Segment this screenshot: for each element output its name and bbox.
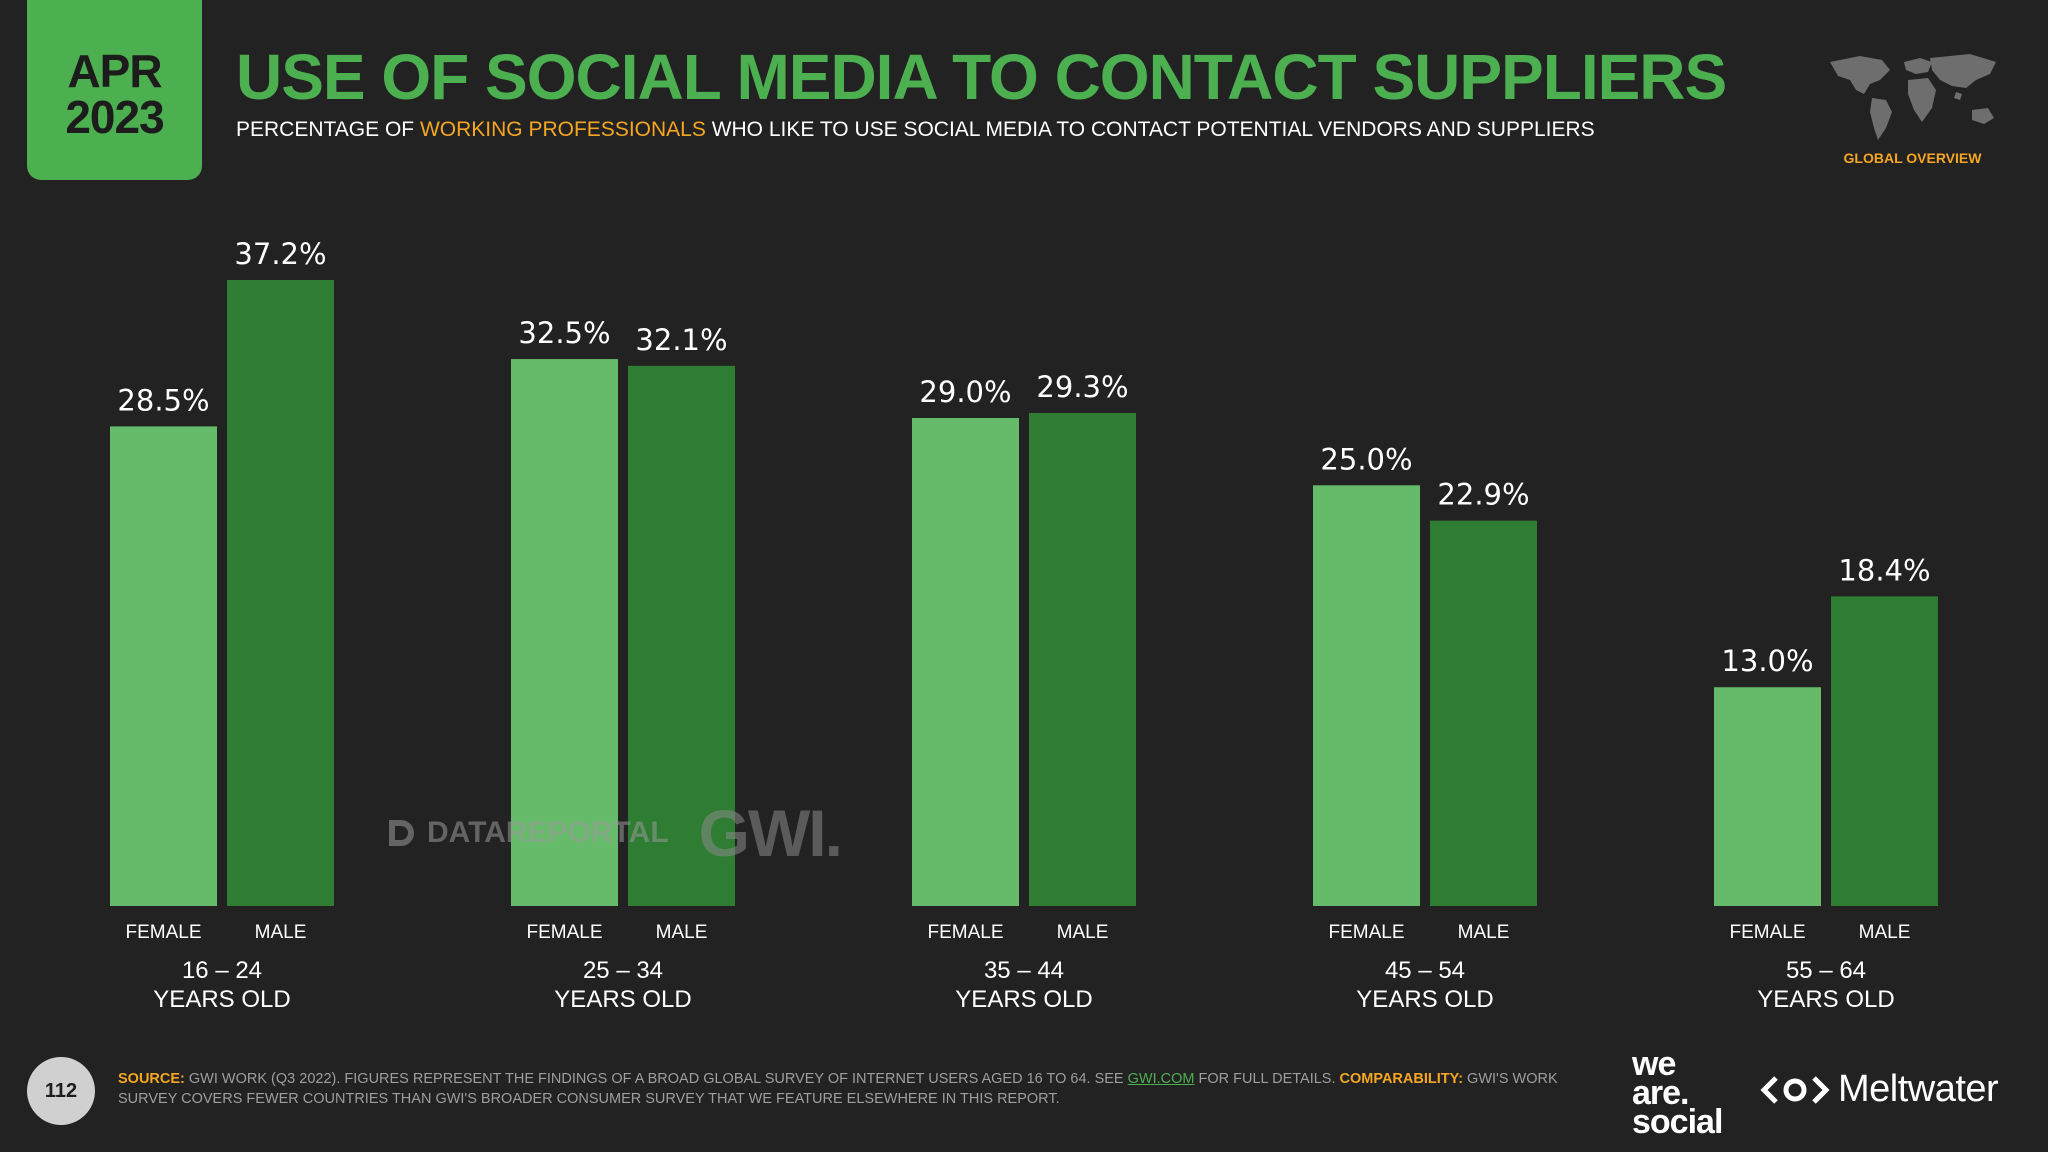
category-label-0-1: YEARS OLD: [153, 986, 290, 1013]
meltwater-wordmark: Meltwater: [1838, 1068, 1999, 1110]
category-label-2-0: 35 – 44: [984, 957, 1064, 984]
category-label-0-0: 16 – 24: [182, 957, 262, 984]
page-number: 112: [27, 1057, 95, 1125]
data-label-female-3: 25.0%: [1320, 442, 1412, 476]
region-label: GLOBAL OVERVIEW: [1843, 150, 1982, 166]
meltwater-logo: Meltwater: [1760, 1068, 1999, 1111]
data-label-female-2: 29.0%: [919, 375, 1011, 409]
subtitle-highlight: WORKING PROFESSIONALS: [419, 118, 706, 141]
series-label-female-2: FEMALE: [927, 922, 1003, 943]
bar-male-3: [1430, 520, 1537, 906]
subtitle-pre: PERCENTAGE OF: [236, 118, 420, 141]
data-label-male-4: 18.4%: [1838, 553, 1930, 587]
data-label-female-1: 32.5%: [518, 316, 610, 350]
series-label-female-3: FEMALE: [1328, 922, 1404, 943]
bar-male-2: [1029, 412, 1136, 906]
series-label-male-1: MALE: [656, 922, 708, 943]
comparability-text: GWI'S WORK SURVEY COVERS FEWER COUNTRIES…: [118, 1071, 1558, 1107]
series-label-male-0: MALE: [255, 922, 307, 943]
category-label-1-1: YEARS OLD: [554, 986, 691, 1013]
bar-male-0: [227, 280, 334, 906]
series-label-female-4: FEMALE: [1729, 922, 1805, 943]
series-label-male-3: MALE: [1458, 922, 1510, 943]
bar-female-3: [1313, 485, 1420, 906]
bar-male-4: [1831, 596, 1938, 906]
source-text-2: FOR FULL DETAILS.: [1194, 1071, 1340, 1087]
data-label-male-3: 22.9%: [1437, 478, 1529, 512]
data-label-male-0: 37.2%: [234, 237, 326, 271]
data-label-male-2: 29.3%: [1036, 370, 1128, 404]
source-text-1: GWI WORK (Q3 2022). FIGURES REPRESENT TH…: [184, 1071, 1128, 1087]
category-label-4-0: 55 – 64: [1786, 957, 1866, 984]
category-label-3-1: YEARS OLD: [1356, 986, 1493, 1013]
source-link[interactable]: GWI.COM: [1127, 1071, 1195, 1087]
series-label-female-1: FEMALE: [526, 922, 602, 943]
we-are-social-logo: we are. social: [1632, 1045, 1723, 1141]
logo-was-line-1: we: [1632, 1045, 1676, 1083]
series-label-female-0: FEMALE: [125, 922, 201, 943]
date-badge: APR 2023: [27, 0, 202, 180]
source-footnote: SOURCE: GWI WORK (Q3 2022). FIGURES REPR…: [118, 1069, 1558, 1109]
subtitle-post: WHO LIKE TO USE SOCIAL MEDIA TO CONTACT …: [705, 118, 1595, 141]
bar-female-0: [110, 426, 217, 906]
bar-female-1: [511, 359, 618, 906]
badge-year: 2023: [65, 91, 164, 143]
category-label-1-0: 25 – 34: [583, 957, 663, 984]
data-label-male-1: 32.1%: [635, 323, 727, 357]
series-label-male-4: MALE: [1859, 922, 1911, 943]
data-label-female-0: 28.5%: [117, 383, 209, 417]
bar-female-4: [1714, 687, 1821, 906]
bar-female-2: [912, 417, 1019, 906]
category-label-3-0: 45 – 54: [1385, 957, 1465, 984]
page-subtitle: PERCENTAGE OF WORKING PROFESSIONALS WHO …: [236, 118, 1595, 142]
page-title: USE OF SOCIAL MEDIA TO CONTACT SUPPLIERS: [236, 41, 1727, 113]
data-label-female-4: 13.0%: [1721, 644, 1813, 678]
logo-was-line-2: are.: [1632, 1074, 1690, 1112]
source-label: SOURCE:: [118, 1071, 185, 1087]
meltwater-mark-icon: [1760, 1075, 1830, 1104]
world-map-icon: [1820, 50, 2005, 145]
comparability-label: COMPARABILITY:: [1339, 1071, 1464, 1087]
badge-month: APR: [67, 45, 162, 97]
bar-male-1: [628, 365, 735, 906]
series-label-male-2: MALE: [1057, 922, 1109, 943]
category-label-4-1: YEARS OLD: [1757, 986, 1894, 1013]
logo-was-line-3: social: [1632, 1103, 1723, 1141]
category-label-2-1: YEARS OLD: [955, 986, 1092, 1013]
